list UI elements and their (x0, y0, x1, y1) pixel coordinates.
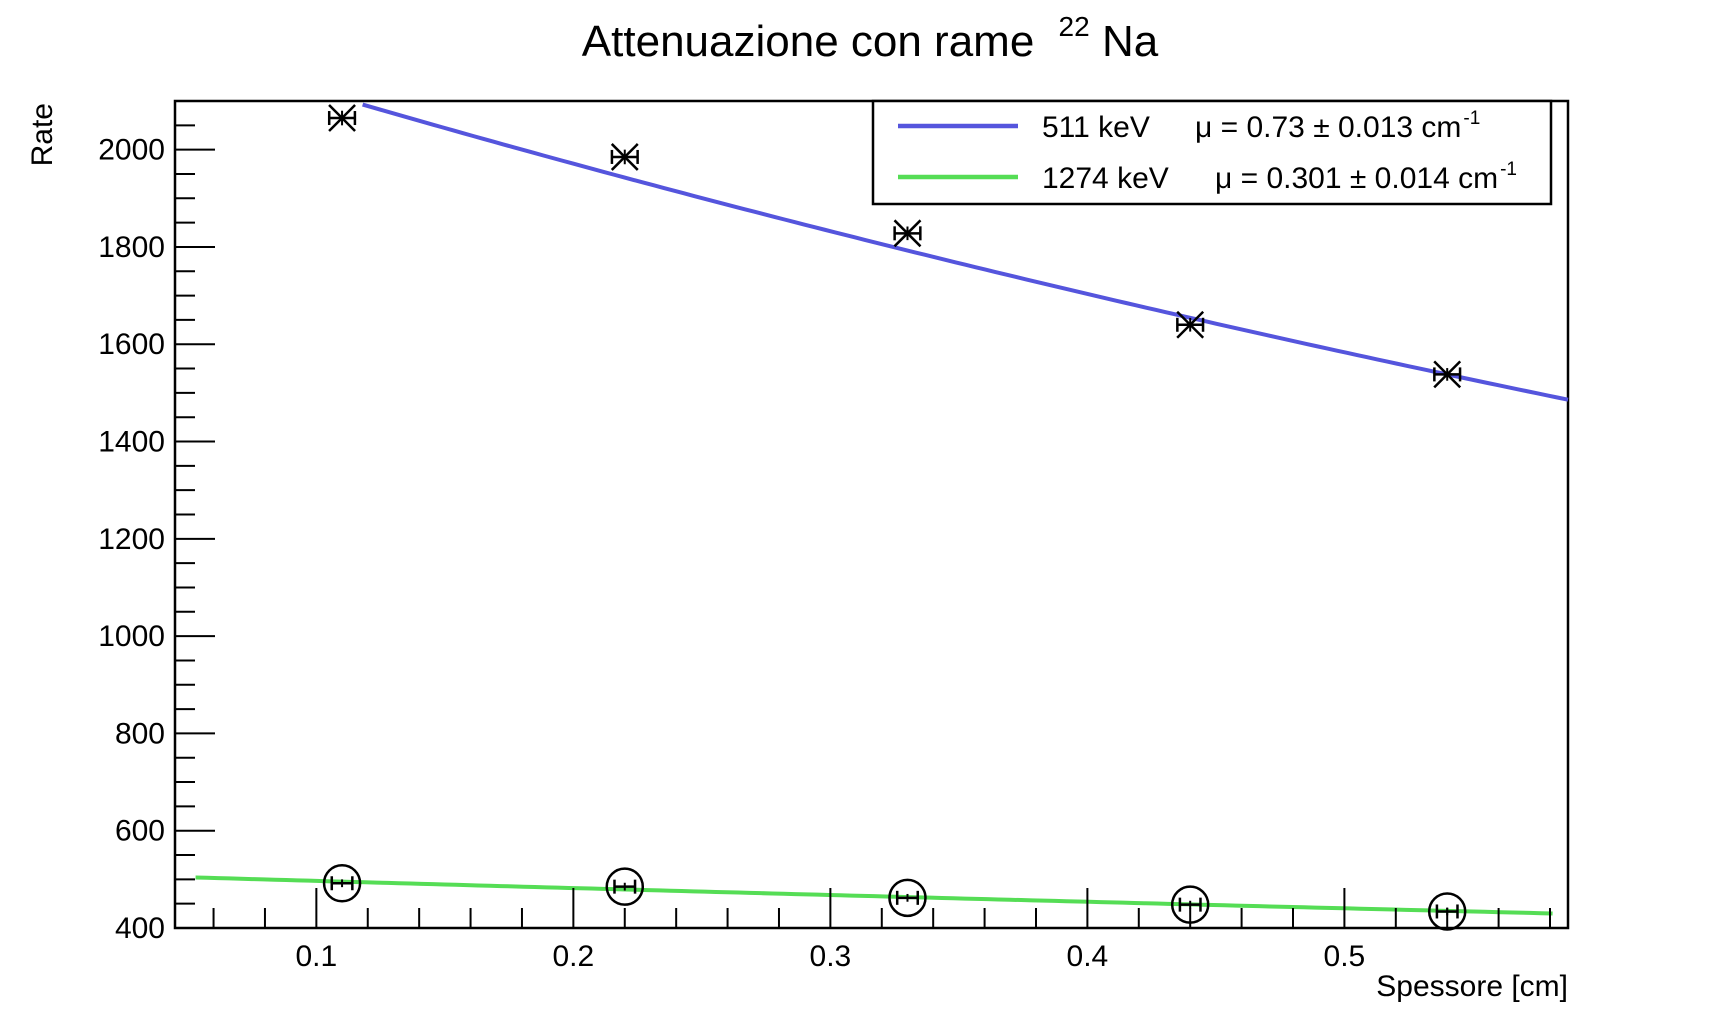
fit-line (362, 102, 1569, 402)
x-tick-label: 0.2 (553, 940, 595, 973)
legend-mu-label: μ = 0.301 ± 0.014 cm -1 (1215, 159, 1517, 195)
chart-title: Attenuazione con rame 22 Na (582, 0, 1159, 66)
data-point-x (1176, 310, 1205, 339)
y-tick-label: 800 (115, 717, 165, 750)
fit-line (195, 875, 1553, 916)
legend-energy-label: 1274 keV (1042, 162, 1169, 195)
data-point-x (610, 143, 639, 171)
chart-title-text: Attenuazione con rame (582, 17, 1035, 66)
data-point-circle (605, 867, 645, 906)
y-tick-label: 1200 (98, 523, 165, 556)
y-tick-label: 1000 (98, 620, 165, 653)
data-point-x (328, 104, 356, 132)
y-tick-label: 1400 (98, 426, 165, 459)
data-point-x (893, 219, 922, 248)
data-point-circle (322, 863, 362, 903)
x-tick-label: 0.3 (810, 940, 852, 973)
x-tick-label: 0.1 (295, 940, 337, 973)
data-point-circle (1427, 892, 1467, 931)
legend-energy-label: 511 keV (1042, 111, 1150, 144)
x-axis-label: Spessore [cm] (1376, 970, 1568, 1003)
legend-mu-label: μ = 0.73 ± 0.013 cm -1 (1195, 108, 1480, 144)
x-tick-label: 0.5 (1324, 940, 1366, 973)
chart-title-isotope-symbol: Na (1102, 17, 1159, 66)
y-tick-label: 1800 (98, 231, 165, 264)
y-tick-label: 400 (115, 912, 165, 945)
y-tick-label: 600 (115, 815, 165, 848)
data-point-x (1433, 360, 1462, 389)
data-point-circle (888, 878, 927, 918)
y-tick-label: 1600 (98, 328, 165, 361)
y-axis-label: Rate (26, 103, 59, 166)
x-tick-label: 0.4 (1067, 940, 1109, 973)
legend-box (871, 99, 1553, 206)
chart-title-isotope-mass: 22 (1059, 11, 1090, 42)
plot-frame (173, 99, 1570, 930)
y-tick-label: 2000 (98, 134, 165, 167)
